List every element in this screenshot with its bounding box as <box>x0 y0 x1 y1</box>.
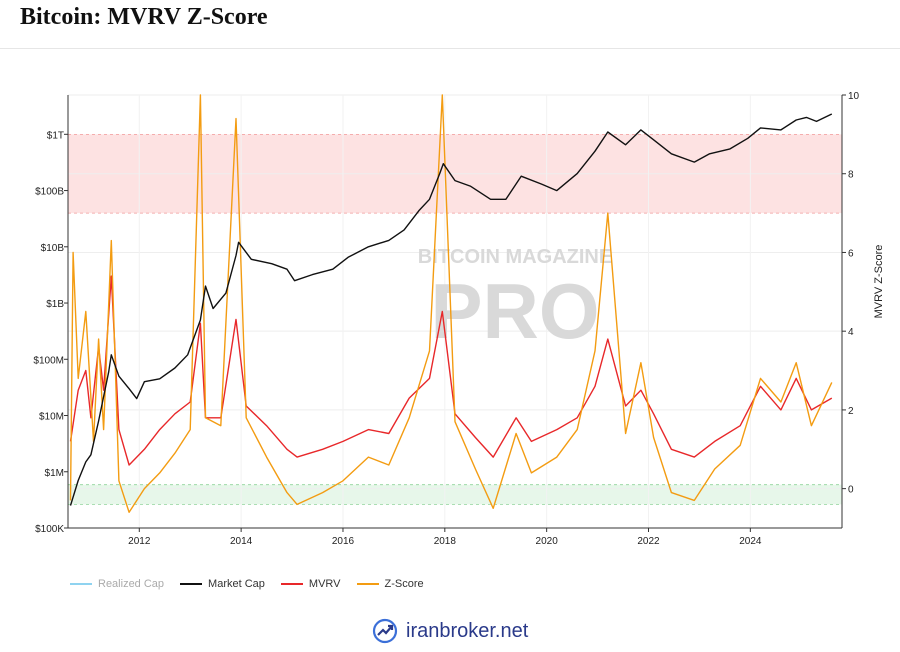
chart-container: BITCOIN MAGAZINE PRO $100K $1M $10M $100M $1B $… <box>0 70 900 652</box>
legend-swatch <box>356 583 379 585</box>
y-left-tick-label: $100K <box>35 524 64 535</box>
y-right-tick-label: 10 <box>848 91 860 102</box>
watermark-text: BITCOIN MAGAZINE <box>418 246 612 268</box>
legend-item-z-score[interactable]: Z-Score <box>356 578 424 590</box>
x-tick-label: 2022 <box>637 536 660 547</box>
x-tick-label: 2012 <box>128 536 151 547</box>
legend-swatch <box>180 583 203 585</box>
title-divider <box>0 48 900 49</box>
y-right-axis-label: MVRV Z-Score <box>873 245 885 319</box>
x-tick-label: 2018 <box>434 536 457 547</box>
y-left-tick-label: $100M <box>33 355 64 366</box>
y-right-tick-label: 4 <box>848 327 854 338</box>
chart-legend: Realized Cap Market Cap MVRV Z-Score <box>70 578 424 590</box>
watermark-text: PRO <box>430 267 599 355</box>
x-tick-label: 2016 <box>332 536 355 547</box>
y-left-tick-label: $1T <box>47 130 64 141</box>
brand-footer[interactable]: iranbroker.net <box>372 618 528 644</box>
series-line-mvrv[interactable] <box>69 275 833 466</box>
y-left-tick-label: $1B <box>46 299 64 310</box>
legend-label: Market Cap <box>208 578 265 590</box>
brand-text: iranbroker.net <box>406 619 529 642</box>
y-left-tick-label: $10B <box>41 243 65 254</box>
page-title: Bitcoin: MVRV Z-Score <box>20 4 268 30</box>
trend-chart-icon <box>372 618 398 644</box>
x-tick-label: 2024 <box>739 536 762 547</box>
legend-label: Z-Score <box>384 578 424 590</box>
y-left-tick-label: $100B <box>35 187 64 198</box>
bottom-band <box>68 484 842 505</box>
legend-swatch <box>280 583 303 585</box>
y-right-tick-label: 2 <box>848 406 854 417</box>
legend-item-market-cap[interactable]: Market Cap <box>180 578 265 590</box>
x-tick-label: 2014 <box>230 536 253 547</box>
legend-label: MVRV <box>308 578 341 590</box>
y-right-tick-label: 0 <box>848 485 854 496</box>
legend-item-realized-cap[interactable]: Realized Cap <box>70 578 164 590</box>
x-tick-label: 2020 <box>536 536 559 547</box>
legend-swatch <box>70 583 92 585</box>
y-right-tick-label: 8 <box>848 170 854 181</box>
y-left-tick-label: $10M <box>39 412 64 423</box>
series-line-z-score[interactable] <box>69 94 833 513</box>
y-right-tick-label: 6 <box>848 248 854 259</box>
legend-label: Realized Cap <box>98 578 165 590</box>
legend-item-mvrv[interactable]: MVRV <box>280 578 341 590</box>
y-left-tick-label: $1M <box>45 468 64 479</box>
series-line-market-cap[interactable] <box>69 113 833 506</box>
